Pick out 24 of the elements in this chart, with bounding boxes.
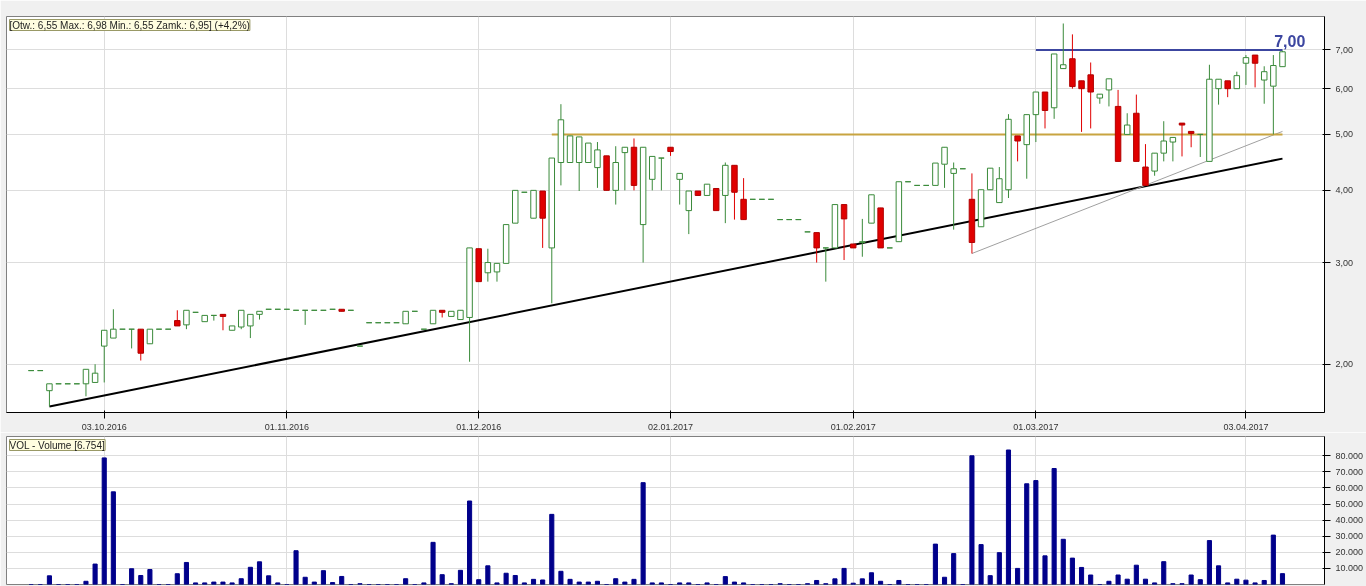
y-tick-label: 80.000 [1335, 450, 1364, 461]
x-tick-label: 02.01.2017 [648, 421, 694, 432]
x-tick-label: 01.11.2016 [264, 421, 310, 432]
y-tick-label: 6,00 [1335, 83, 1354, 94]
x-tick-label: 03.10.2016 [81, 421, 127, 432]
y-tick-label: 3,00 [1335, 257, 1354, 268]
y-tick-label: 5,00 [1335, 129, 1354, 140]
x-tick-label: 03.04.2017 [1223, 421, 1269, 432]
y-tick-label: 60.000 [1335, 482, 1364, 493]
y-tick-label: 7,00 [1335, 45, 1354, 55]
y-tick-label: 4,00 [1335, 185, 1354, 196]
annotation: 7,00 [1274, 33, 1306, 50]
y-tick-label: 30.000 [1335, 531, 1364, 542]
x-tick-label: 01.02.2017 [830, 421, 876, 432]
y-tick-label: 2,00 [1335, 359, 1354, 370]
chart-title: VOL - Volume [6.754] [9, 439, 105, 451]
x-tick-label: 01.03.2017 [1013, 421, 1059, 432]
y-tick-label: 70.000 [1335, 466, 1364, 477]
y-tick-label: 40.000 [1335, 515, 1364, 526]
annotation: [Otw.: 6,55 Max.: 6,98 Min.: 6,55 Zamk.: 6,95] (+4,2%) [9, 19, 250, 31]
y-tick-label: 10.000 [1335, 563, 1364, 574]
x-tick-label: 01.12.2016 [456, 421, 502, 432]
y-tick-label: 20.000 [1335, 547, 1364, 558]
y-tick-label: 50.000 [1335, 499, 1364, 510]
